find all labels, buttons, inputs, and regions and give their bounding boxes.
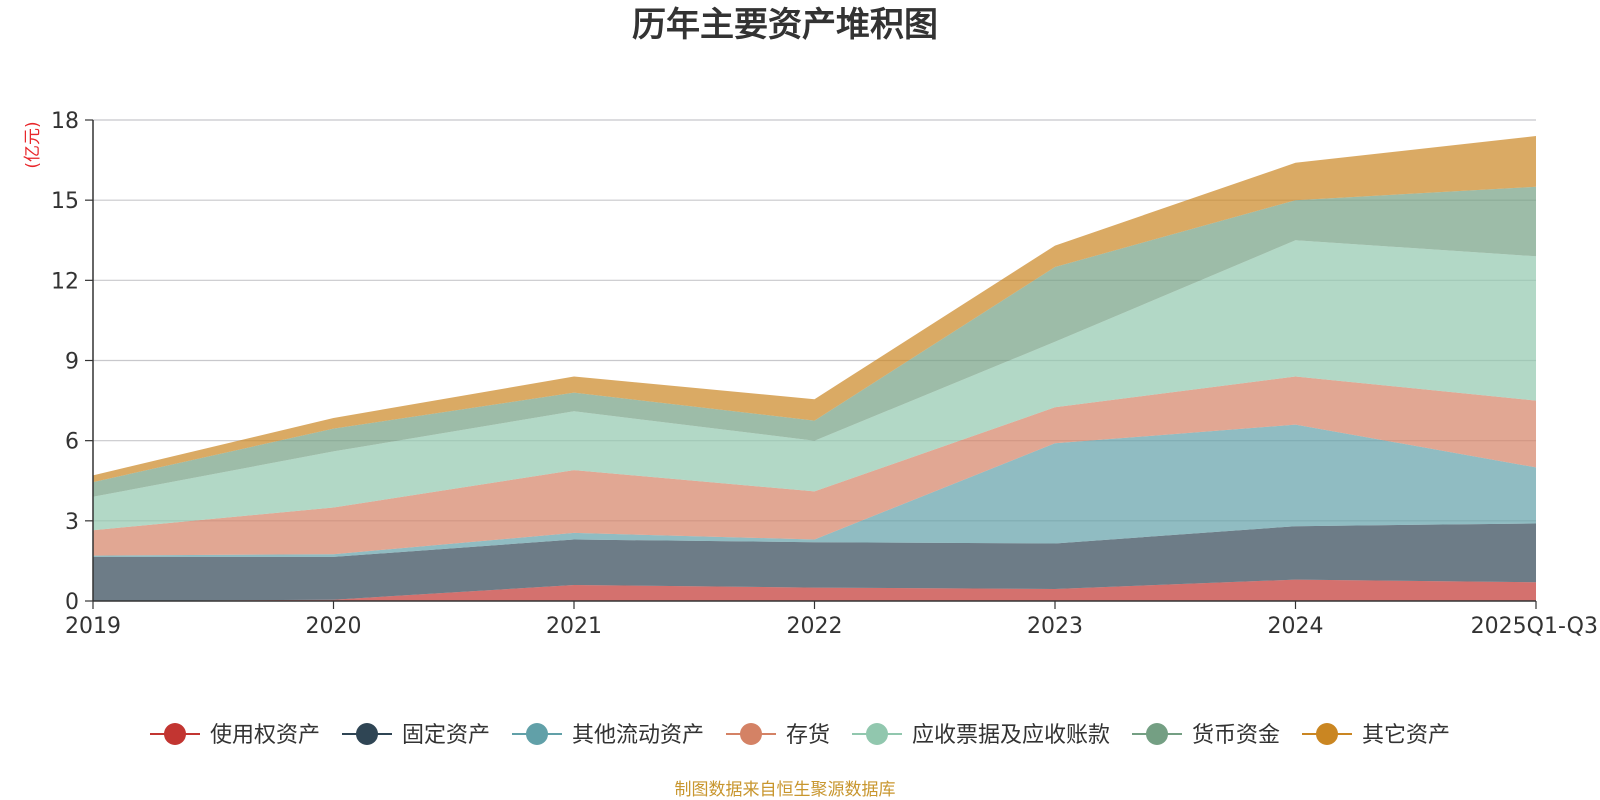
legend-marker (355, 723, 378, 745)
x-tick-label: 2024 (1268, 614, 1324, 639)
x-tick-label: 2025Q1-Q3 (1471, 614, 1598, 639)
legend-item-存货[interactable]: 存货 (725, 723, 830, 748)
legend-item-货币资金[interactable]: 货币资金 (1132, 723, 1280, 748)
y-tick-label: 12 (51, 269, 79, 294)
legend-marker (1316, 723, 1339, 745)
legend-label: 货币资金 (1192, 723, 1280, 748)
chart-title: 历年主要资产堆积图 (632, 5, 938, 45)
y-tick-label: 18 (51, 109, 79, 134)
x-tick-label: 2022 (787, 614, 843, 639)
legend-item-使用权资产[interactable]: 使用权资产 (149, 723, 320, 748)
legend-label: 存货 (786, 723, 830, 748)
x-tick-label: 2023 (1027, 614, 1083, 639)
legend-label: 其它资产 (1362, 723, 1450, 748)
legend-marker (525, 723, 548, 745)
axes: 0 3 6 9 12 15 18 2019 2020 2021 2022 2023 2024 2025Q1… (51, 109, 1598, 639)
legend-item-其它资产[interactable]: 其它资产 (1302, 723, 1450, 748)
y-tick-label: 3 (65, 510, 79, 535)
x-tick-label: 2020 (306, 614, 362, 639)
data-source-note: 制图数据来自恒生聚源数据库 (675, 780, 896, 800)
legend[interactable]: 使用权资产 固定资产 其他流动资产 存货 应收票据及应收账款 货币资金 其它资产 (149, 723, 1450, 748)
x-tick-label: 2021 (546, 614, 602, 639)
y-tick-label: 15 (51, 189, 79, 214)
y-tick-label: 6 (65, 430, 79, 455)
area-series-其他流动资产 (93, 424, 1536, 557)
area-series-存货 (93, 376, 1536, 556)
legend-label: 使用权资产 (210, 723, 320, 748)
legend-label: 固定资产 (402, 723, 490, 748)
legend-item-固定资产[interactable]: 固定资产 (341, 723, 490, 748)
legend-marker (163, 723, 186, 745)
legend-item-其他流动资产[interactable]: 其他流动资产 (511, 723, 704, 748)
legend-item-应收票据及应收账款[interactable]: 应收票据及应收账款 (852, 723, 1110, 748)
area-series-货币资金 (93, 186, 1536, 497)
legend-label: 其他流动资产 (572, 723, 704, 748)
legend-marker (739, 723, 762, 745)
x-tick-label: 2019 (65, 614, 121, 639)
y-tick-label: 0 (65, 590, 79, 615)
area-series-其它资产 (93, 136, 1536, 483)
y-tick-label: 9 (65, 350, 79, 375)
area-series-group (93, 136, 1536, 601)
legend-label: 应收票据及应收账款 (912, 723, 1110, 748)
area-series-使用权资产 (93, 579, 1536, 601)
y-axis-unit-label: (亿元) (23, 121, 43, 168)
legend-marker (866, 723, 888, 745)
area-series-应收票据及应收账款 (93, 240, 1536, 531)
legend-marker (1146, 723, 1169, 745)
area-series-固定资产 (93, 523, 1536, 601)
